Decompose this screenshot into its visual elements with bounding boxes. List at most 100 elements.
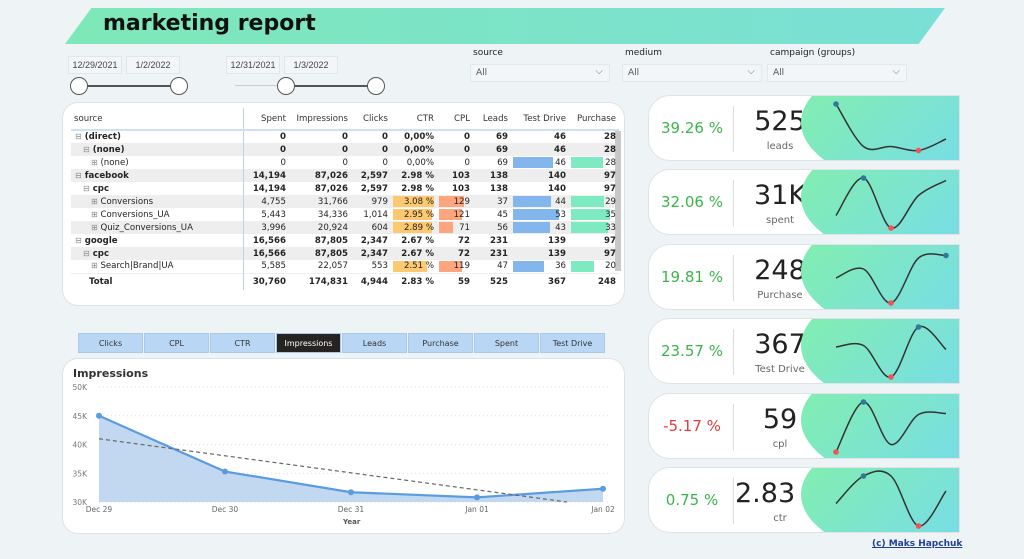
tab-cpl[interactable]: CPL <box>144 333 209 353</box>
tab-purchase[interactable]: Purchase <box>408 333 473 353</box>
cell-value: 231 <box>490 248 508 259</box>
cell-value: 87,805 <box>314 248 348 259</box>
table-row: ⊟ cpc 14,194 87,026 2,597 2.98 % 103 138 140 97 <box>71 182 619 195</box>
source-dropdown[interactable]: All ⌵ <box>470 64 610 82</box>
cell-value: 28 <box>604 144 616 155</box>
tab-ctr[interactable]: CTR <box>210 333 275 353</box>
cell-value: 2.98 % <box>401 170 434 181</box>
column-header[interactable]: Purchase <box>569 108 619 131</box>
expand-icon[interactable]: ⊞ <box>91 209 98 219</box>
cell-value: 2,347 <box>360 248 388 259</box>
column-header[interactable]: Test Drive <box>511 108 569 131</box>
cell-value: 2,597 <box>360 170 388 181</box>
cell-value: 1,014 <box>363 209 388 220</box>
cell-value: 97 <box>604 170 616 181</box>
table-row: ⊟ (direct) 0 0 0 0,00% 0 69 46 28 <box>71 130 619 143</box>
kpi-value: 367 <box>754 329 806 361</box>
cell-value: 87,805 <box>314 235 348 246</box>
credit-link[interactable]: (c) Maks Hapchuk <box>872 539 963 549</box>
cell-value: 14,194 <box>252 183 286 194</box>
expand-icon[interactable]: ⊟ <box>83 248 90 258</box>
tab-leads[interactable]: Leads <box>342 333 407 353</box>
data-bar <box>571 196 604 207</box>
cell-value: 0,00% <box>404 132 434 142</box>
divider <box>733 254 734 301</box>
column-header[interactable]: Impressions <box>289 108 351 131</box>
cell-value: 44 <box>555 196 566 207</box>
tab-impressions[interactable]: Impressions <box>276 333 341 353</box>
cell-value: 2.95 % <box>403 209 434 220</box>
cell-value: 46 <box>555 157 566 168</box>
cell-value: 16,566 <box>252 248 286 259</box>
row-label: cpc <box>92 183 110 194</box>
divider <box>733 106 734 152</box>
y-tick-label: 35K <box>73 469 89 478</box>
data-point[interactable] <box>222 468 228 475</box>
total-cell: 367 <box>511 272 569 290</box>
data-point[interactable] <box>600 485 606 492</box>
cell-value: 0 <box>464 157 470 168</box>
data-bar <box>439 222 453 233</box>
date-end-2[interactable]: 1/3/2022 <box>284 56 338 74</box>
data-bar <box>513 157 554 168</box>
cell-value: 231 <box>490 235 508 246</box>
medium-dropdown[interactable]: All ⌵ <box>622 64 762 82</box>
cell-value: 0 <box>382 144 388 155</box>
data-point[interactable] <box>474 494 480 501</box>
expand-icon[interactable]: ⊟ <box>75 132 82 141</box>
column-header[interactable]: Clicks <box>351 108 391 131</box>
date-end-1[interactable]: 1/2/2022 <box>126 56 180 74</box>
cell-value: 979 <box>371 196 388 207</box>
data-bar <box>393 261 427 272</box>
x-tick-label: Dec 31 <box>338 505 365 514</box>
expand-icon[interactable]: ⊟ <box>75 235 82 245</box>
expand-icon[interactable]: ⊟ <box>75 170 82 180</box>
column-header[interactable]: Leads <box>473 108 511 131</box>
date-start-2[interactable]: 12/31/2021 <box>226 56 280 74</box>
data-point[interactable] <box>96 412 102 419</box>
x-tick-label: Jan 02 <box>590 505 615 514</box>
cell-value: 4,755 <box>261 196 286 207</box>
expand-icon[interactable]: ⊞ <box>91 261 98 271</box>
sparkline-path <box>835 252 947 304</box>
trend-line <box>98 438 568 503</box>
cell-value: 47 <box>497 261 508 272</box>
tab-test-drive[interactable]: Test Drive <box>540 333 605 353</box>
data-bar <box>571 209 611 220</box>
slider-handle-start[interactable] <box>277 77 295 95</box>
column-header[interactable]: source <box>71 108 243 131</box>
column-header[interactable]: Spent <box>242 108 289 131</box>
kpi-card-spent: 32.06 % 31K spent <box>648 169 960 236</box>
expand-icon[interactable]: ⊞ <box>91 157 98 167</box>
total-cell: 59 <box>437 272 473 290</box>
expand-icon[interactable]: ⊟ <box>83 144 90 154</box>
data-bar <box>513 261 545 272</box>
column-header[interactable]: CPL <box>437 108 473 131</box>
expand-icon[interactable]: ⊟ <box>83 183 90 193</box>
slider-handle-end[interactable] <box>367 77 385 95</box>
cell-value: 22,057 <box>317 261 348 272</box>
cell-value: 43 <box>555 222 566 233</box>
cell-value: 28 <box>604 132 616 142</box>
campaign-dropdown[interactable]: All ⌵ <box>767 64 907 82</box>
cell-value: 56 <box>497 222 508 233</box>
cell-value: 72 <box>458 235 470 246</box>
impressions-chart-panel: Impressions 30K 35K 40K 45K 50K Dec 29 Dec 30 D… <box>62 358 625 534</box>
data-point[interactable] <box>348 489 354 496</box>
slider-handle-end[interactable] <box>170 77 188 95</box>
table-scrollbar[interactable] <box>615 131 621 271</box>
expand-icon[interactable]: ⊞ <box>91 196 98 206</box>
cell-value: 121 <box>453 209 470 220</box>
row-label: (none) <box>100 157 129 168</box>
kpi-card-purchase: 19.81 % 248 Purchase <box>648 243 960 310</box>
kpi-change-percent: 32.06 % <box>661 193 723 212</box>
cell-value: 2.89 % <box>403 222 434 233</box>
kpi-label: spent <box>766 215 794 227</box>
expand-icon[interactable]: ⊞ <box>91 222 98 232</box>
table-row: ⊟ cpc 16,566 87,805 2,347 2.67 % 72 231 139 97 <box>71 247 619 260</box>
slider-handle-start[interactable] <box>70 77 88 95</box>
tab-spent[interactable]: Spent <box>474 333 539 353</box>
date-start-1[interactable]: 12/29/2021 <box>68 56 122 74</box>
column-header[interactable]: CTR <box>391 108 437 131</box>
tab-clicks[interactable]: Clicks <box>78 333 143 353</box>
